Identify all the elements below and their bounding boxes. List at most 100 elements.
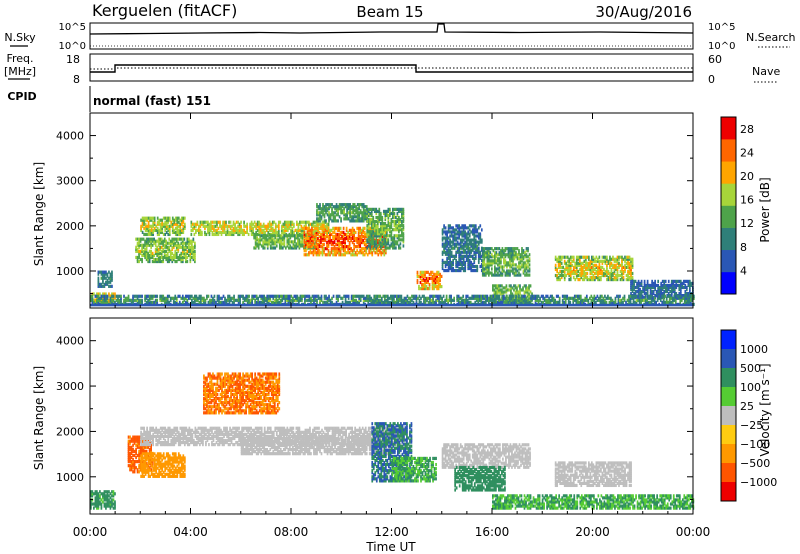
power-cell	[226, 232, 229, 237]
power-cell	[316, 211, 318, 215]
power-cell	[271, 222, 274, 226]
power-cell	[604, 271, 607, 276]
power-cell	[186, 249, 189, 253]
power-cell	[342, 230, 345, 235]
power-cell	[339, 247, 342, 251]
power-cell	[384, 238, 387, 242]
power-cell	[222, 222, 224, 226]
power-cell	[190, 222, 193, 226]
power-cell	[360, 230, 363, 235]
power-cell	[556, 273, 559, 278]
power-cell	[619, 269, 622, 274]
power-cell	[306, 226, 309, 230]
power-cell	[179, 232, 182, 237]
power-cell	[375, 209, 378, 214]
power-cell	[375, 230, 378, 234]
power-cell	[406, 294, 409, 298]
power-cell	[375, 228, 378, 232]
power-cell	[522, 263, 525, 267]
power-cell	[477, 256, 480, 260]
power-cell	[280, 236, 283, 240]
power-cell	[367, 298, 370, 302]
power-cell	[498, 267, 501, 271]
power-cell	[369, 251, 372, 255]
power-cell	[187, 296, 190, 300]
power-cell	[165, 230, 168, 235]
power-cell	[649, 285, 652, 290]
power-cell	[392, 213, 394, 218]
power-cell	[365, 245, 368, 249]
power-cell	[476, 250, 479, 254]
power-cell	[467, 262, 470, 267]
power-cell	[666, 283, 669, 288]
power-cell	[600, 259, 602, 263]
power-cell	[483, 249, 486, 253]
power-cell	[339, 240, 342, 245]
power-cell	[144, 228, 147, 232]
power-cell	[403, 300, 406, 304]
power-cell	[281, 298, 284, 302]
power-cell	[633, 291, 635, 296]
power-cell	[194, 259, 196, 264]
power-cell	[111, 272, 113, 276]
power-cell	[512, 263, 514, 267]
power-cell	[162, 247, 165, 251]
power-cell	[238, 226, 241, 230]
power-cell	[361, 217, 364, 221]
power-cell	[322, 209, 324, 213]
power-cell	[369, 240, 372, 244]
power-cell	[193, 226, 196, 230]
power-cell	[154, 241, 157, 245]
power-cell	[216, 294, 219, 298]
power-cell	[493, 290, 496, 294]
power-cell	[434, 276, 437, 281]
power-cell	[513, 296, 515, 300]
power-cell	[468, 248, 471, 252]
power-cell	[108, 298, 110, 302]
power-cell	[446, 258, 448, 262]
power-cell	[688, 285, 691, 290]
power-cell	[447, 268, 450, 273]
power-cell	[380, 300, 383, 304]
power-cell	[183, 216, 186, 220]
power-cell	[521, 263, 523, 267]
power-cell	[256, 236, 259, 240]
power-cell	[279, 298, 282, 302]
power-cell	[449, 248, 451, 252]
power-cell	[358, 300, 361, 304]
power-cell	[589, 259, 592, 263]
power-cell	[621, 259, 623, 263]
power-cell	[424, 274, 426, 279]
power-cell	[219, 230, 221, 235]
power-cell	[409, 296, 412, 300]
power-cell	[387, 219, 390, 224]
power-cell	[393, 228, 396, 232]
power-cell	[512, 249, 514, 253]
power-cell	[495, 253, 498, 257]
power-cell	[274, 230, 277, 235]
power-cell	[512, 296, 514, 300]
power-cell	[359, 217, 362, 221]
power-cell	[479, 224, 482, 228]
power-cell	[643, 283, 646, 288]
power-cell	[187, 249, 190, 253]
power-cell	[486, 265, 489, 269]
power-cell	[191, 249, 193, 253]
power-cell	[242, 300, 244, 304]
power-cell	[487, 249, 490, 253]
power-cell	[458, 268, 461, 273]
power-cell	[587, 277, 590, 282]
power-cell	[260, 244, 263, 248]
power-cell	[480, 240, 483, 244]
power-cell	[315, 222, 318, 226]
power-cell	[393, 236, 396, 240]
power-cell	[366, 219, 369, 224]
power-cell	[150, 216, 153, 220]
power-cell	[349, 300, 351, 304]
power-cell	[592, 267, 595, 272]
power-cell	[323, 215, 326, 219]
power-cell	[441, 230, 444, 234]
power-cell	[384, 249, 387, 253]
power-cell	[223, 220, 226, 224]
power-cell	[329, 236, 331, 241]
